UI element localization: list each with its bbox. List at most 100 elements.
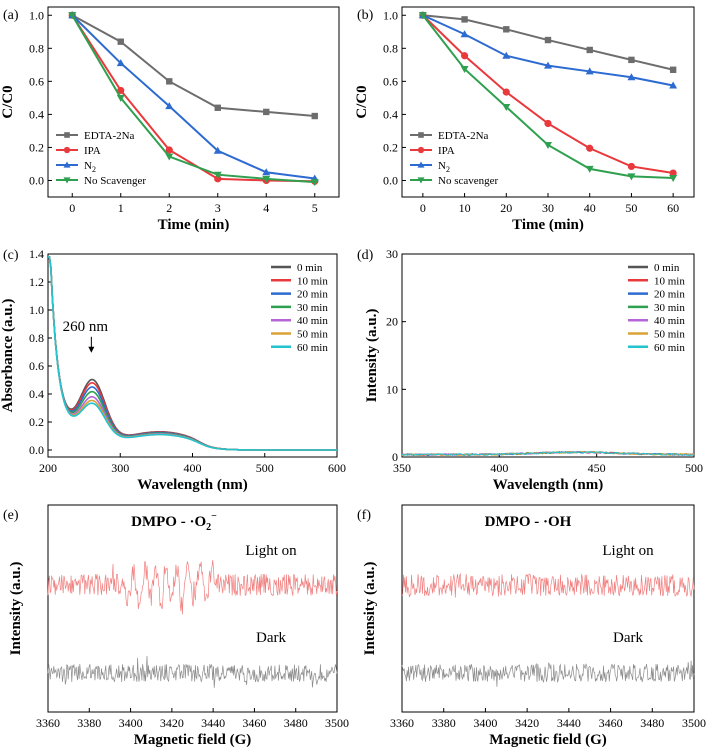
data-point [669, 169, 677, 177]
x-tick-label: 50 [625, 201, 637, 215]
series-line [71, 14, 315, 183]
data-point [544, 36, 552, 44]
data-point [213, 146, 222, 154]
legend-label: 0 min [654, 262, 680, 274]
data-point [64, 132, 70, 138]
y-tick-label: 0.8 [29, 331, 44, 345]
x-tick-label: 3460 [599, 716, 623, 730]
y-axis-title: C/C0 [0, 85, 16, 118]
y-tick-label: 10 [386, 382, 398, 396]
y-axis-title: C/C0 [354, 85, 370, 118]
legend-label: 50 min [654, 329, 685, 341]
x-tick-label: 3420 [160, 716, 184, 730]
series-line [71, 14, 315, 180]
x-tick-label: 3500 [682, 716, 706, 730]
x-tick-label: 400 [490, 461, 508, 475]
spectrum-line [48, 255, 337, 451]
annotation-arrowhead [88, 346, 95, 353]
x-tick-label: 200 [39, 461, 57, 475]
y-tick-label: 1.0 [29, 8, 44, 22]
x-tick-label: 3360 [390, 716, 414, 730]
data-point [627, 73, 636, 81]
y-tick-label: 0.0 [29, 443, 44, 457]
data-point [214, 175, 222, 183]
x-tick-label: 3400 [119, 716, 143, 730]
data-point [669, 175, 678, 182]
plot-frame [47, 504, 338, 713]
x-axis-title: Time (min) [158, 217, 230, 233]
x-tick-label: 0 [420, 201, 426, 215]
data-point [461, 16, 468, 23]
x-tick-label: 3380 [77, 716, 101, 730]
legend-label: N2 [84, 160, 96, 174]
x-tick-label: 3 [215, 201, 221, 215]
x-tick-label: 3500 [325, 716, 349, 730]
data-point [586, 46, 593, 54]
legend-label: 60 min [654, 342, 685, 354]
data-point [585, 67, 594, 75]
y-tick-label: 1.0 [383, 8, 398, 22]
y-axis-title: Intensity (a.u.) [362, 562, 378, 656]
epr-trace-dark [47, 655, 338, 688]
plot-frame [47, 6, 340, 198]
data-point [544, 141, 552, 149]
data-point [311, 112, 318, 120]
y-tick-label: 0.4 [29, 107, 44, 121]
y-tick-label: 30 [386, 247, 398, 261]
panel-label: (f) [357, 508, 371, 523]
data-point [116, 59, 125, 67]
series-line [71, 14, 315, 184]
y-tick-label: 0.4 [29, 387, 44, 401]
y-tick-label: 0.8 [29, 41, 44, 55]
data-point [544, 61, 552, 69]
data-point [502, 88, 510, 96]
legend-label: 30 min [297, 302, 328, 314]
x-tick-label: 40 [584, 201, 596, 215]
data-point [627, 173, 636, 181]
plot-frame [401, 504, 695, 713]
data-point [417, 177, 425, 184]
x-tick-label: 600 [328, 461, 346, 475]
spectrum-line [48, 255, 337, 451]
plot-frame [47, 253, 338, 458]
panel-label: (a) [3, 8, 19, 23]
legend-label: IPA [84, 145, 101, 157]
epr-trace-dark [401, 660, 695, 687]
legend-label: N2 [438, 160, 450, 174]
legend-label: 40 min [297, 315, 328, 327]
data-point [418, 12, 427, 20]
data-point [502, 103, 511, 111]
data-point [166, 78, 173, 85]
y-tick-label: 0.6 [29, 359, 44, 373]
trace-label-light: Light on [245, 543, 297, 559]
data-point [117, 38, 124, 45]
data-point [63, 146, 71, 154]
x-tick-label: 2 [166, 201, 172, 215]
panel-label: (e) [3, 508, 19, 523]
y-tick-label: 1.0 [29, 303, 44, 317]
x-tick-label: 5 [312, 201, 318, 215]
x-tick-label: 3480 [284, 716, 308, 730]
x-tick-label: 500 [256, 461, 274, 475]
y-tick-label: 0.4 [383, 107, 398, 121]
spectrum-line [48, 255, 337, 451]
panel-label: (b) [357, 8, 374, 23]
data-point [460, 52, 469, 60]
legend-label: IPA [438, 145, 455, 157]
x-tick-label: 3440 [557, 716, 581, 730]
y-tick-label: 20 [386, 315, 398, 329]
data-point [460, 30, 469, 38]
y-tick-label: 0.2 [29, 415, 44, 429]
panel-label: (d) [357, 248, 374, 263]
data-point [628, 56, 635, 64]
data-point [165, 153, 174, 161]
data-point [417, 146, 425, 154]
x-tick-label: 10 [459, 201, 471, 215]
x-tick-label: 500 [685, 461, 703, 475]
legend-label: 30 min [654, 302, 685, 314]
legend-label: EDTA-2Na [438, 130, 489, 142]
y-tick-label: 0.2 [383, 140, 398, 154]
data-point [627, 162, 636, 171]
data-point [418, 132, 424, 138]
